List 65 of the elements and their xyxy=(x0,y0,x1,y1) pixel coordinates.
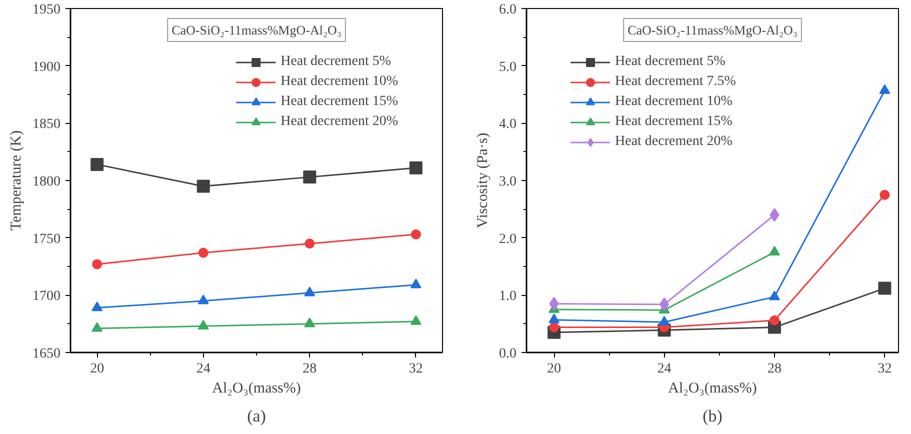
point xyxy=(548,314,560,324)
point xyxy=(303,170,316,184)
y-tick-label: 1850 xyxy=(32,117,60,132)
y-tick-label: 1950 xyxy=(32,2,60,18)
point xyxy=(92,259,102,270)
x-tick-label: 28 xyxy=(768,362,782,376)
legend-label: Heat decrement 20% xyxy=(280,114,398,130)
point xyxy=(410,229,421,240)
x-axis-title: Al₂O₃(mass%) xyxy=(668,380,757,396)
legend-label: Heat decrement 20% xyxy=(615,134,732,150)
point xyxy=(409,161,422,174)
y-tick-label: 2.0 xyxy=(499,232,516,247)
x-axis-title: Al₂O₃(mass%) xyxy=(212,380,301,396)
point xyxy=(549,322,560,332)
point xyxy=(880,190,890,200)
text: (a) xyxy=(247,406,266,426)
x-tick-label: 24 xyxy=(196,362,210,376)
text: (b) xyxy=(702,406,722,426)
point xyxy=(198,294,209,304)
y-tick-label: 1800 xyxy=(32,174,60,190)
point xyxy=(879,84,890,94)
point xyxy=(658,316,670,326)
y-tick-label: 1700 xyxy=(32,289,60,304)
point xyxy=(410,278,422,288)
x-tick-label: 20 xyxy=(90,362,104,376)
x-tick-label: 32 xyxy=(408,362,423,376)
point xyxy=(304,286,316,296)
legend-label: Heat decrement 7.5% xyxy=(615,74,736,90)
x-tick-label: 24 xyxy=(657,362,672,376)
legend-label: Heat decrement 10% xyxy=(615,94,732,110)
annotation: CaO-SiO₂-11mass%MgO-Al₂O₃ xyxy=(628,22,798,38)
point xyxy=(769,290,780,300)
point xyxy=(92,302,103,312)
y-axis-title: Viscosity (Pa·s) xyxy=(475,132,491,228)
y-tick-label: 1750 xyxy=(32,232,60,247)
point xyxy=(90,158,104,171)
y-tick-label: 1650 xyxy=(32,346,60,362)
y-tick-label: 1.0 xyxy=(499,289,516,304)
point xyxy=(92,322,103,332)
y-tick-label: 5.0 xyxy=(499,60,516,75)
legend-label: Heat decrement 15% xyxy=(280,94,398,110)
y-tick-label: 0.0 xyxy=(499,346,516,362)
point xyxy=(196,180,210,193)
point xyxy=(659,297,670,312)
point xyxy=(410,315,422,325)
x-tick-label: 20 xyxy=(547,362,562,376)
legend-label: Heat decrement 15% xyxy=(615,114,732,130)
point xyxy=(878,282,892,295)
x-tick-label: 28 xyxy=(302,362,317,376)
point xyxy=(198,248,208,258)
point xyxy=(770,315,780,326)
y-tick-label: 3.0 xyxy=(499,174,516,190)
legend-label: Heat decrement 10% xyxy=(280,74,398,90)
y-axis-title: Temperature (K) xyxy=(8,130,24,231)
legend-label: Heat decrement 5% xyxy=(280,54,391,70)
point xyxy=(198,320,209,330)
legend-label: Heat decrement 5% xyxy=(615,54,726,70)
point xyxy=(304,238,315,249)
point xyxy=(304,318,316,328)
y-tick-label: 6.0 xyxy=(499,2,516,18)
point xyxy=(769,246,780,256)
annotation: CaO-SiO₂-11mass%MgO-Al₂O₃ xyxy=(172,22,342,38)
y-tick-label: 1900 xyxy=(32,60,60,75)
x-tick-label: 32 xyxy=(878,362,892,376)
y-tick-label: 4.0 xyxy=(499,117,516,132)
